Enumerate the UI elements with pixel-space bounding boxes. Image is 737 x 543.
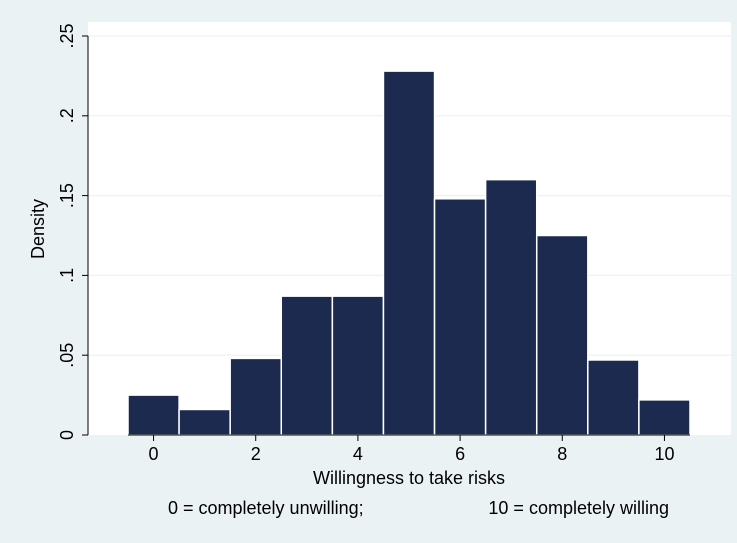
histogram-bar: [331, 295, 385, 436]
histogram-bars: [127, 70, 691, 436]
histogram-bar: [484, 178, 538, 436]
histogram-bar: [178, 408, 231, 436]
histogram-bar: [535, 234, 589, 436]
histogram-bar: [127, 394, 180, 436]
scale-note-left: 0 = completely unwilling;: [168, 498, 364, 518]
y-axis-title: Density: [28, 199, 48, 259]
histogram-bar: [433, 198, 487, 436]
y-tick-label: .1: [57, 268, 77, 283]
y-tick-label: .05: [57, 343, 77, 368]
scale-note-right: 10 = completely willing: [488, 498, 669, 518]
x-tick-labels: 0 2 4 6 8 10: [149, 435, 674, 464]
y-tick-label: .15: [57, 183, 77, 208]
axes: [87, 36, 690, 436]
y-tick-labels: 0 .05 .1 .15 .2 .25: [57, 23, 88, 440]
y-tick-label: .25: [57, 23, 77, 48]
histogram-bar: [638, 399, 691, 436]
x-axis-title: Willingness to take risks: [313, 468, 505, 488]
x-tick-label: 4: [353, 444, 363, 464]
histogram-bar: [280, 295, 334, 436]
x-tick-label: 6: [455, 444, 465, 464]
y-tick-label: 0: [57, 430, 77, 440]
y-tick-label: .2: [57, 108, 77, 123]
x-tick-label: 0: [149, 444, 159, 464]
x-tick-label: 10: [654, 444, 674, 464]
histogram-bar: [587, 359, 640, 436]
x-tick-label: 8: [557, 444, 567, 464]
x-tick-label: 2: [251, 444, 261, 464]
histogram-bar: [382, 70, 436, 436]
histogram-bar: [229, 357, 283, 436]
